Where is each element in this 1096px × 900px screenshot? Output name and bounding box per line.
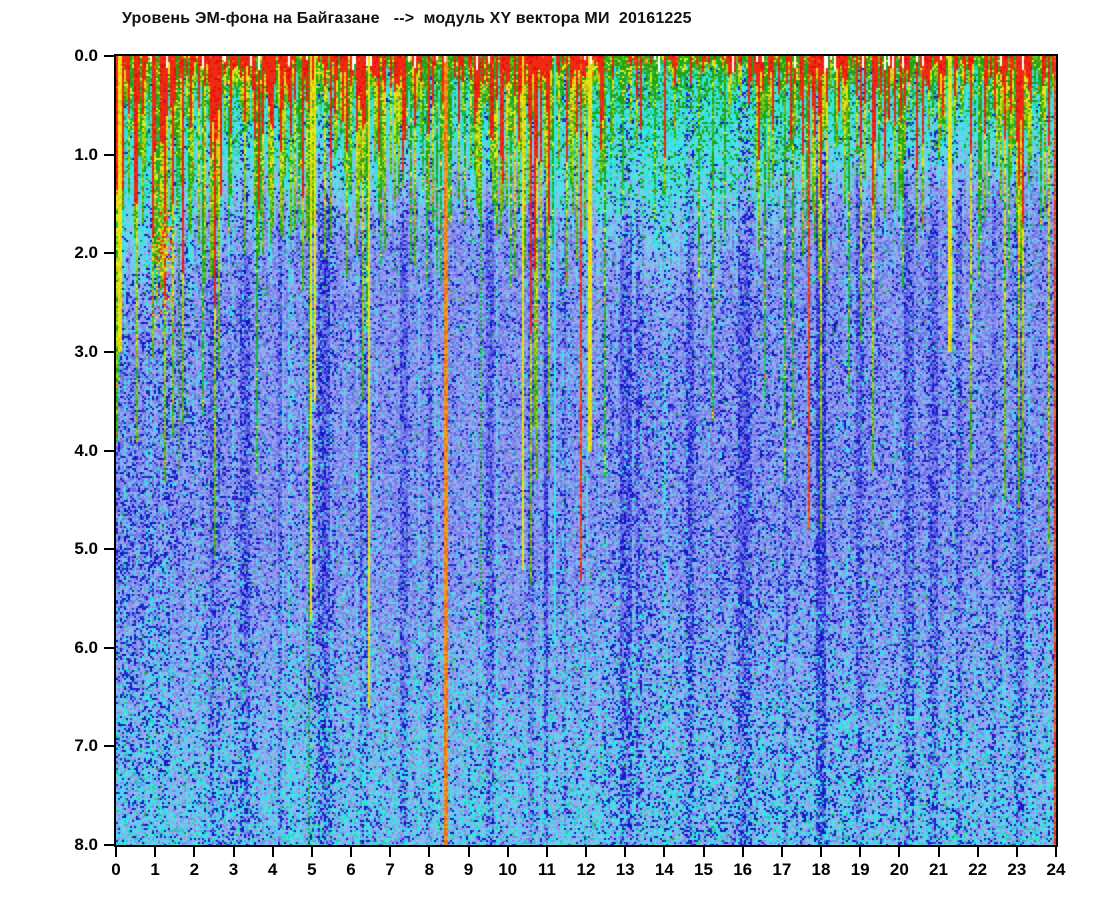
x-tick-label: 22 xyxy=(968,860,988,879)
x-tick-label: 16 xyxy=(733,860,753,879)
x-axis-tick xyxy=(976,847,979,857)
y-axis-tick xyxy=(104,844,114,846)
x-axis-tick xyxy=(389,847,392,857)
x-tick-label: 23 xyxy=(1007,860,1027,879)
x-tick-label: 21 xyxy=(929,860,948,879)
x-tick-label: 8 xyxy=(424,860,435,879)
y-tick-label: 0.0 xyxy=(74,46,98,65)
y-axis-tick xyxy=(104,449,114,452)
x-tick-label: 20 xyxy=(889,860,909,879)
x-tick-label: 3 xyxy=(228,860,239,879)
x-axis-tick xyxy=(154,847,157,857)
x-axis-tick xyxy=(545,847,548,857)
x-axis-tick xyxy=(624,847,627,857)
y-axis-tick xyxy=(104,153,114,156)
x-tick-label: 24 xyxy=(1046,860,1066,879)
y-tick-label: 2.0 xyxy=(74,243,98,263)
x-axis-tick xyxy=(115,847,117,857)
x-tick-label: 2 xyxy=(189,860,200,879)
x-axis-tick xyxy=(506,847,509,857)
x-tick-label: 19 xyxy=(850,860,870,879)
x-tick-label: 9 xyxy=(463,860,474,879)
x-axis-tick xyxy=(585,847,587,857)
y-tick-label: 6.0 xyxy=(74,637,98,657)
x-axis-tick xyxy=(780,847,783,857)
y-axis-tick xyxy=(104,646,114,649)
y-tick-label: 8.0 xyxy=(74,835,98,854)
x-axis-tick xyxy=(350,847,352,857)
x-tick-label: 15 xyxy=(694,860,713,879)
y-tick-label: 3.0 xyxy=(74,341,98,361)
x-axis-tick xyxy=(1015,847,1018,857)
x-tick-label: 13 xyxy=(615,860,635,879)
x-tick-label: 6 xyxy=(346,860,356,879)
plot-frame xyxy=(114,54,1058,847)
y-tick-label: 7.0 xyxy=(74,736,98,756)
x-axis-tick xyxy=(898,847,901,857)
y-tick-label: 4.0 xyxy=(74,440,98,460)
y-axis-tick xyxy=(104,350,114,353)
x-tick-label: 5 xyxy=(307,860,317,879)
y-axis-tick xyxy=(104,252,114,255)
x-axis-tick xyxy=(310,847,313,857)
spectrogram-canvas xyxy=(116,56,1056,845)
x-tick-label: 14 xyxy=(654,860,674,879)
x-axis-tick xyxy=(663,847,666,857)
x-axis-tick xyxy=(702,847,705,857)
x-tick-label: 10 xyxy=(498,860,518,879)
x-tick-label: 7 xyxy=(385,860,395,879)
x-axis-tick xyxy=(232,847,235,857)
x-axis-tick xyxy=(428,847,431,857)
y-axis-tick xyxy=(104,548,114,551)
y-axis-tick xyxy=(104,55,114,57)
x-axis-tick xyxy=(271,847,274,857)
x-tick-label: 18 xyxy=(811,860,831,879)
x-axis-tick xyxy=(820,847,822,857)
x-axis-tick xyxy=(467,847,470,857)
x-axis-tick xyxy=(741,847,744,857)
x-tick-label: 11 xyxy=(537,860,556,879)
x-tick-label: 4 xyxy=(267,860,278,879)
x-axis-tick xyxy=(1055,847,1057,857)
y-axis-tick xyxy=(104,745,114,748)
x-tick-label: 0 xyxy=(111,860,121,879)
chart-title: Уровень ЭМ-фона на Байгазане --> модуль … xyxy=(122,10,692,27)
y-tick-label: 5.0 xyxy=(74,539,98,559)
x-axis-tick xyxy=(937,847,940,857)
x-tick-label: 17 xyxy=(772,860,792,879)
x-tick-label: 1 xyxy=(150,860,160,879)
x-axis-tick xyxy=(193,847,196,857)
x-tick-label: 12 xyxy=(576,860,596,879)
x-axis-tick xyxy=(859,847,862,857)
y-tick-label: 1.0 xyxy=(74,144,98,164)
